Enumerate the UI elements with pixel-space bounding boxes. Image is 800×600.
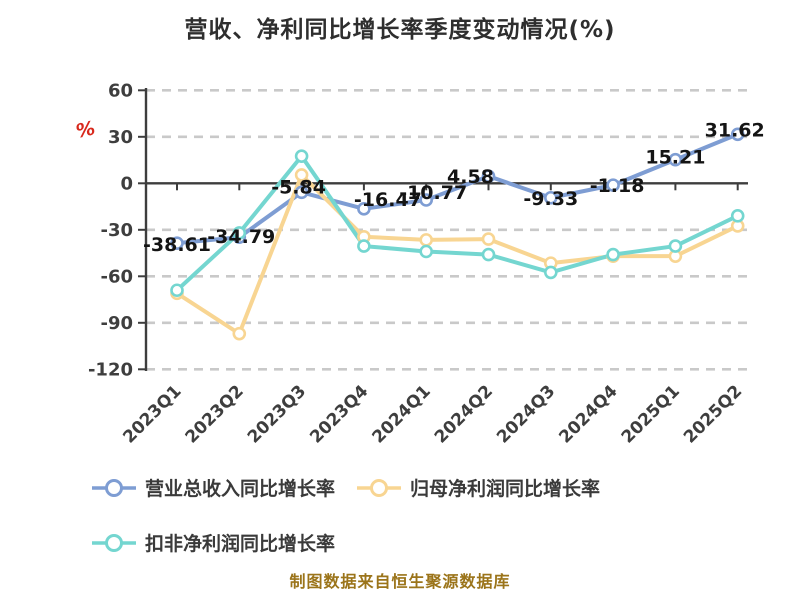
line-marker-icon <box>92 478 136 497</box>
svg-text:-16.47: -16.47 <box>354 189 422 211</box>
svg-text:4.58: 4.58 <box>447 166 494 188</box>
svg-text:2023Q4: 2023Q4 <box>306 381 372 447</box>
chart-title: 营收、净利同比增长率季度变动情况(%) <box>184 17 616 43</box>
legend-label: 营业总收入同比增长率 <box>145 478 336 500</box>
legend-label: 扣非净利润同比增长率 <box>145 533 336 555</box>
legend: 营业总收入同比增长率 归母净利润同比增长率 扣非净利润同比增长率 <box>92 474 732 556</box>
svg-text:2024Q4: 2024Q4 <box>555 381 621 447</box>
svg-text:-10.77: -10.77 <box>399 182 467 204</box>
data-source-caption: 制图数据来自恒生聚源数据库 <box>289 572 511 591</box>
svg-text:30: 30 <box>108 127 133 148</box>
svg-text:-120: -120 <box>88 359 133 380</box>
svg-text:-30: -30 <box>100 220 133 241</box>
svg-text:-5.84: -5.84 <box>271 176 326 198</box>
svg-text:2025Q2: 2025Q2 <box>680 381 746 447</box>
svg-text:15.21: 15.21 <box>645 147 705 169</box>
legend-item-net-profit-growth[interactable]: 归母净利润同比增长率 <box>357 474 600 501</box>
svg-text:2024Q3: 2024Q3 <box>493 381 559 447</box>
svg-text:2023Q3: 2023Q3 <box>244 381 310 447</box>
line-marker-icon <box>357 478 402 497</box>
svg-text:2025Q1: 2025Q1 <box>618 381 684 447</box>
svg-text:2023Q1: 2023Q1 <box>119 381 185 447</box>
svg-text:-9.33: -9.33 <box>523 188 578 210</box>
svg-text:2024Q1: 2024Q1 <box>369 381 435 447</box>
svg-text:60: 60 <box>108 80 133 101</box>
line-marker-icon <box>92 533 136 552</box>
svg-text:-34.79: -34.79 <box>207 226 275 248</box>
svg-text:2023Q2: 2023Q2 <box>182 381 248 447</box>
svg-text:0: 0 <box>120 173 133 194</box>
svg-text:-60: -60 <box>100 266 133 287</box>
svg-text:31.62: 31.62 <box>705 119 765 141</box>
legend-item-revenue-growth[interactable]: 营业总收入同比增长率 <box>92 474 335 501</box>
svg-text:2024Q2: 2024Q2 <box>431 381 497 447</box>
legend-item-deducted-net-profit-growth[interactable]: 扣非净利润同比增长率 <box>92 529 335 556</box>
svg-text:-90: -90 <box>100 313 133 334</box>
svg-text:-38.61: -38.61 <box>143 234 211 256</box>
svg-text:-1.18: -1.18 <box>590 175 645 197</box>
legend-label: 归母净利润同比增长率 <box>410 478 601 500</box>
